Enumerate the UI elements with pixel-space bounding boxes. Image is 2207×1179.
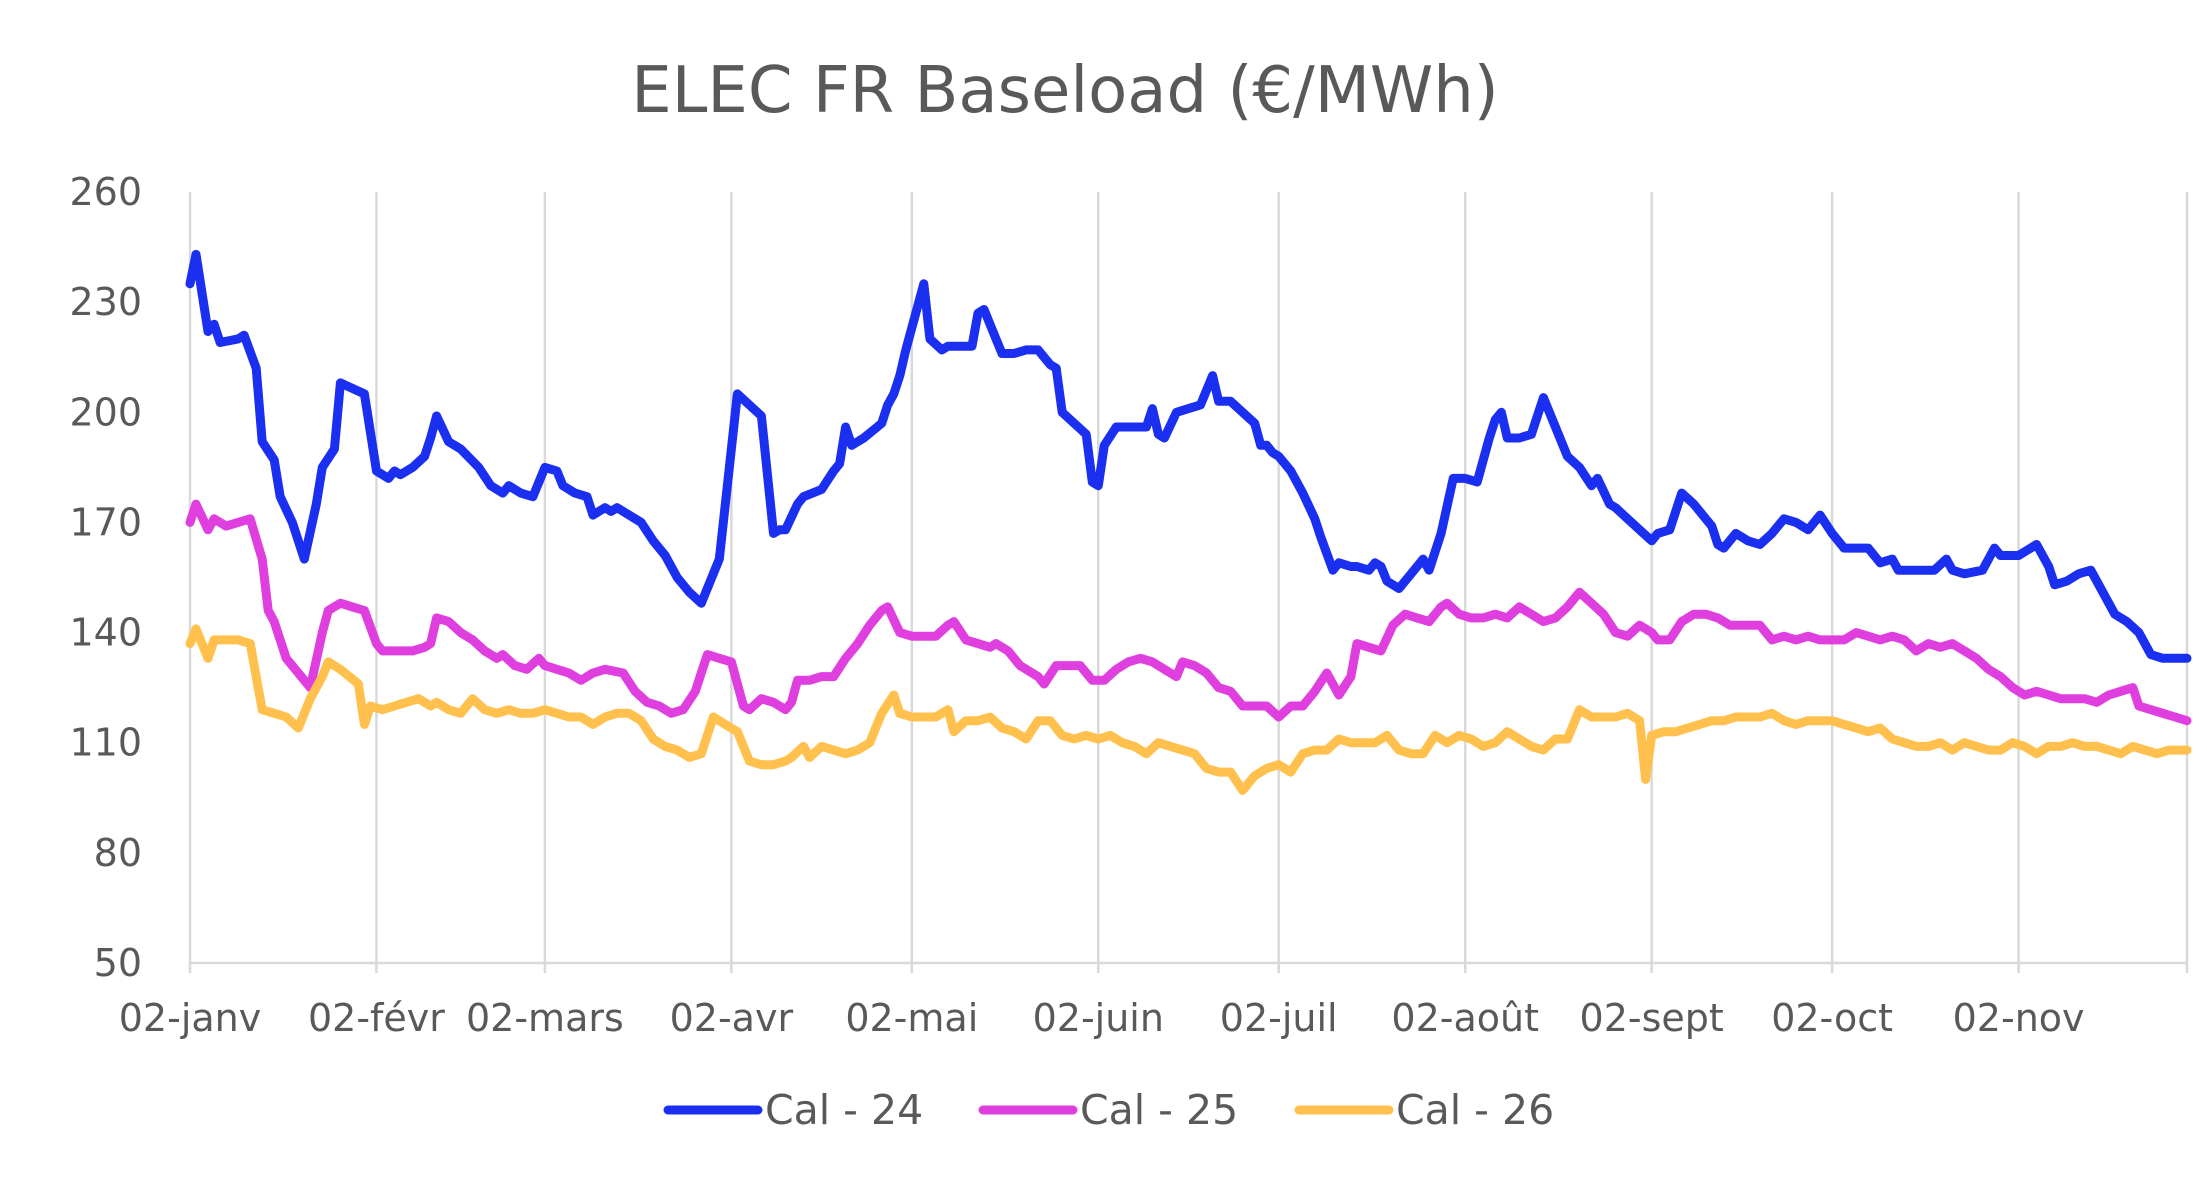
x-tick-label: 02-janv (119, 996, 261, 1040)
x-tick-label: 02-nov (1953, 996, 2085, 1040)
gridlines (188, 192, 2189, 965)
x-tick-label: 02-sept (1580, 996, 1724, 1040)
legend-label: Cal - 26 (1396, 1086, 1554, 1134)
chart-title: ELEC FR Baseload (€/MWh) (631, 54, 1498, 128)
y-tick-label: 170 (69, 500, 142, 544)
legend-label: Cal - 25 (1080, 1086, 1238, 1134)
x-tick-label: 02-juin (1033, 996, 1164, 1040)
legend: Cal - 24 Cal - 25 Cal - 26 (663, 1086, 1554, 1134)
legend-label: Cal - 24 (765, 1086, 923, 1134)
y-tick-label: 50 (94, 941, 142, 985)
x-tick-label: 02-oct (1771, 996, 1893, 1040)
y-tick-label: 110 (69, 721, 142, 765)
series-line-cal-25 (185, 499, 2192, 726)
x-tick-label: 02-août (1391, 996, 1539, 1040)
x-tick-label: 02-juil (1220, 996, 1338, 1040)
y-axis: 50 80 110 140 170 200 230 260 (69, 170, 142, 985)
y-tick-label: 260 (69, 170, 142, 214)
series-line-cal-24 (185, 249, 2192, 663)
y-tick-label: 200 (69, 390, 142, 434)
x-axis: 02-janv 02-févr 02-mars 02-avr 02-mai 02-juin… (119, 963, 2189, 1040)
y-tick-label: 80 (94, 831, 142, 875)
x-tick-label: 02-avr (670, 996, 794, 1040)
x-tick-label: 02-mars (466, 996, 624, 1040)
y-tick-label: 230 (69, 280, 142, 324)
y-tick-label: 140 (69, 611, 142, 655)
x-tick-label: 02-mai (845, 996, 978, 1040)
series-line-cal-26 (185, 624, 2192, 795)
x-tick-label: 02-févr (308, 996, 445, 1040)
series-lines (185, 249, 2192, 795)
